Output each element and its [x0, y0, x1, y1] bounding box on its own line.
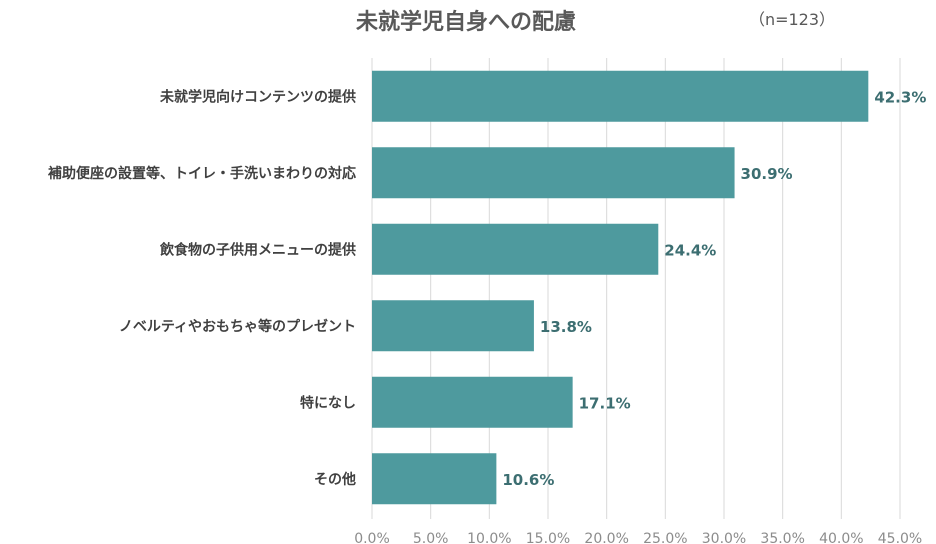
- gridlines: [371, 58, 901, 519]
- x-tick-label: 40.0%: [819, 531, 863, 544]
- data-label: 24.4%: [664, 241, 716, 259]
- category-label: 飲食物の子供用メニューの提供: [159, 241, 356, 258]
- x-tick-label: 15.0%: [526, 531, 570, 544]
- data-label: 42.3%: [874, 88, 926, 106]
- bar: [372, 453, 497, 505]
- category-label: 補助便座の設置等、トイレ・手洗いまわりの対応: [47, 165, 356, 182]
- data-label: 30.9%: [741, 165, 793, 183]
- labels: 0.0% 5.0% 10.0% 15.0% 20.0% 25.0% 30.0% 35.0% 40…: [47, 88, 926, 544]
- sample-size-note: （n=123）: [749, 10, 835, 29]
- bar: [372, 70, 869, 122]
- data-label: 17.1%: [579, 394, 631, 412]
- category-label: ノベルティやおもちゃ等のプレゼント: [119, 318, 356, 335]
- chart-title: 未就学児自身への配慮: [356, 9, 576, 35]
- bars: [372, 70, 869, 505]
- data-label: 13.8%: [540, 318, 592, 336]
- x-tick-label: 5.0%: [413, 531, 449, 544]
- category-label: その他: [314, 471, 356, 488]
- bar: [372, 300, 534, 352]
- category-label: 未就学児向けコンテンツの提供: [160, 88, 356, 105]
- x-tick-label: 35.0%: [760, 531, 804, 544]
- data-label: 10.6%: [502, 471, 554, 489]
- bar: [372, 223, 659, 275]
- bar: [372, 147, 735, 199]
- bar: [372, 376, 573, 428]
- x-tick-label: 0.0%: [354, 531, 390, 544]
- x-tick-label: 20.0%: [584, 531, 628, 544]
- x-tick-label: 30.0%: [702, 531, 746, 544]
- x-tick-label: 45.0%: [878, 531, 922, 544]
- category-label: 特になし: [300, 394, 356, 411]
- x-tick-label: 25.0%: [643, 531, 687, 544]
- x-tick-label: 10.0%: [467, 531, 511, 544]
